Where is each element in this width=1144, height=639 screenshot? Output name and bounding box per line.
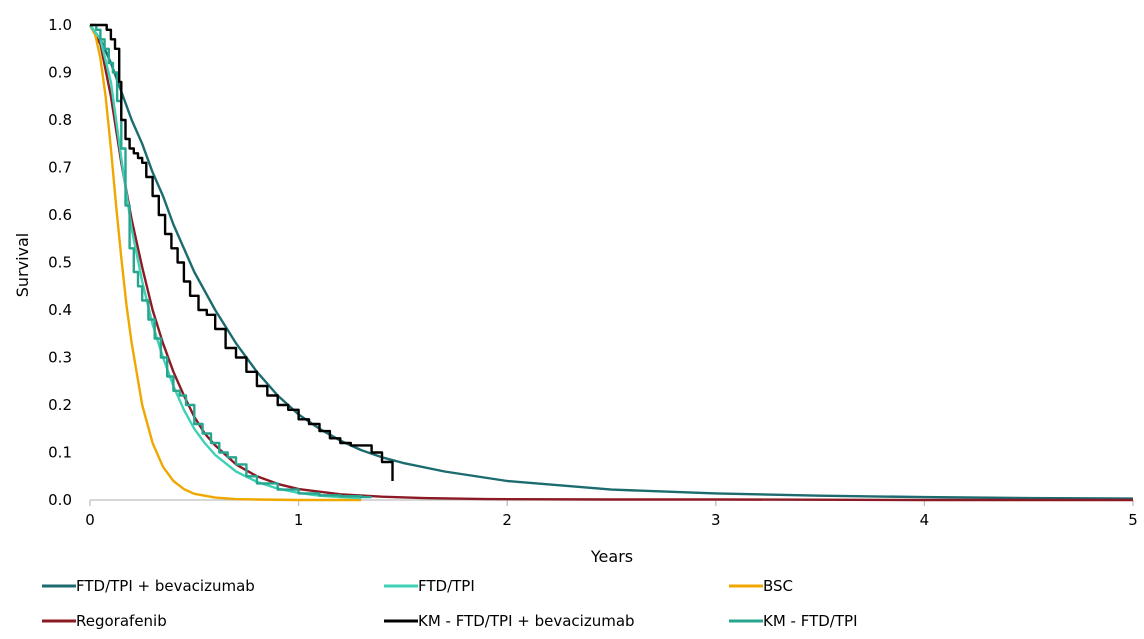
series-line-km-ftd-tpi <box>90 23 372 499</box>
legend-item-km-ftd-tpi-bevacizumab: KM - FTD/TPI + bevacizumab <box>384 612 635 630</box>
series-line-km-ftd-tpi-bevacizumab <box>90 23 394 481</box>
x-axis-title: Years <box>590 547 633 566</box>
y-tick-label: 0.6 <box>48 206 72 224</box>
x-tick-label: 0 <box>85 511 95 529</box>
series-line-bsc <box>88 24 362 502</box>
y-tick-label: 0.9 <box>48 64 72 82</box>
series-line-ftd-tpi <box>89 24 362 500</box>
x-tick-label: 4 <box>920 511 930 529</box>
y-tick-label: 0.8 <box>48 111 72 129</box>
y-tick-label: 0.0 <box>48 491 72 509</box>
y-tick-label: 0.5 <box>48 254 72 272</box>
series-line-regorafenib <box>88 24 1133 502</box>
series-layer <box>88 23 1134 502</box>
x-tick-label: 3 <box>711 511 721 529</box>
x-axis: 0 1 2 3 4 5 <box>85 499 1138 529</box>
legend-label: BSC <box>763 577 793 595</box>
x-tick-label: 5 <box>1128 511 1138 529</box>
x-tick-label: 2 <box>502 511 512 529</box>
y-tick-label: 0.7 <box>48 159 72 177</box>
y-tick-label: 0.2 <box>48 396 72 414</box>
legend-item-ftd-tpi-bevacizumab: FTD/TPI + bevacizumab <box>42 577 255 595</box>
y-tick-label: 0.4 <box>48 301 72 319</box>
y-tick-label: 0.1 <box>48 444 72 462</box>
legend-item-bsc: BSC <box>729 577 793 595</box>
legend-item-km-ftd-tpi: KM - FTD/TPI <box>729 612 858 630</box>
x-tick-label: 1 <box>294 511 304 529</box>
legend-item-ftd-tpi: FTD/TPI <box>384 577 475 595</box>
legend-label: Regorafenib <box>76 612 167 630</box>
legend: FTD/TPI + bevacizumab FTD/TPI BSC Regorafen… <box>42 577 858 630</box>
legend-label: FTD/TPI + bevacizumab <box>76 577 255 595</box>
y-tick-label: 0.3 <box>48 349 72 367</box>
legend-label: FTD/TPI <box>418 577 475 595</box>
y-axis-title: Survival <box>13 233 32 298</box>
y-axis: 0.0 0.1 0.2 0.3 0.4 0.5 0.6 0.7 0.8 0.9 1.0 <box>48 16 72 509</box>
series-line-ftd-tpi-bevacizumab <box>89 24 1134 500</box>
legend-item-regorafenib: Regorafenib <box>42 612 167 630</box>
y-tick-label: 1.0 <box>48 16 72 34</box>
legend-label: KM - FTD/TPI + bevacizumab <box>418 612 635 630</box>
legend-label: KM - FTD/TPI <box>763 612 858 630</box>
